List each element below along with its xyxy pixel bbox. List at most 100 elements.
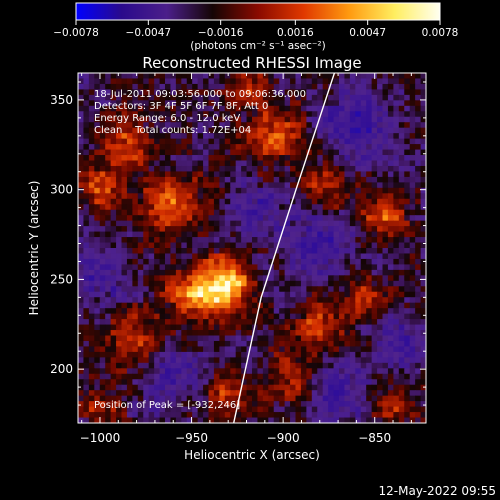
heatmap-cell xyxy=(382,83,389,91)
heatmap-cell xyxy=(339,313,346,320)
heatmap-cell xyxy=(311,89,318,96)
heatmap-cell xyxy=(398,149,405,156)
heatmap-cell xyxy=(387,264,394,271)
heatmap-cell xyxy=(175,215,182,222)
heatmap-cell xyxy=(339,368,346,375)
heatmap-cell xyxy=(339,379,346,386)
heatmap-cell xyxy=(186,242,193,249)
heatmap-cell xyxy=(415,116,422,123)
heatmap-cell xyxy=(148,368,155,375)
heatmap-cell xyxy=(279,182,286,189)
heatmap-cell xyxy=(230,324,237,331)
heatmap-cell xyxy=(88,176,95,183)
heatmap-cell xyxy=(371,346,378,353)
heatmap-cell xyxy=(235,275,242,282)
heatmap-cell xyxy=(192,357,199,364)
heatmap-cell xyxy=(148,182,155,189)
heatmap-cell xyxy=(94,291,101,298)
heatmap-cell xyxy=(126,297,133,304)
heatmap-cell xyxy=(295,275,302,282)
heatmap-cell xyxy=(409,89,416,96)
heatmap-cell xyxy=(143,78,150,85)
heatmap-cell xyxy=(78,160,85,167)
heatmap-cell xyxy=(88,220,95,227)
heatmap-cell xyxy=(192,330,199,337)
heatmap-cell xyxy=(317,417,324,423)
heatmap-cell xyxy=(262,313,269,320)
heatmap-cell xyxy=(186,269,193,276)
heatmap-cell xyxy=(241,237,248,244)
heatmap-cell xyxy=(121,308,128,315)
heatmap-cell xyxy=(409,133,416,140)
heatmap-cell xyxy=(154,242,161,249)
heatmap-cell xyxy=(224,291,231,298)
heatmap-cell xyxy=(148,111,155,118)
heatmap-cell xyxy=(328,100,335,107)
heatmap-cell xyxy=(257,182,264,189)
heatmap-cell xyxy=(262,182,269,189)
heatmap-cell xyxy=(148,351,155,358)
heatmap-cell xyxy=(126,138,133,145)
heatmap-cell xyxy=(126,242,133,249)
heatmap-cell xyxy=(328,395,335,402)
heatmap-cell xyxy=(186,275,193,282)
heatmap-cell xyxy=(279,291,286,298)
heatmap-cell xyxy=(165,264,172,271)
heatmap-cell xyxy=(409,144,416,151)
heatmap-cell xyxy=(241,155,248,162)
heatmap-cell xyxy=(262,340,269,348)
heatmap-cell xyxy=(366,100,373,107)
heatmap-cell xyxy=(398,100,405,107)
heatmap-cell xyxy=(262,165,269,173)
heatmap-cell xyxy=(317,313,324,320)
heatmap-cell xyxy=(333,401,340,408)
heatmap-cell xyxy=(393,220,400,227)
heatmap-cell xyxy=(382,275,389,282)
heatmap-cell xyxy=(175,280,182,287)
heatmap-cell xyxy=(311,373,318,380)
heatmap-cell xyxy=(311,264,318,271)
heatmap-cell xyxy=(110,111,117,118)
heatmap-cell xyxy=(279,231,286,238)
heatmap-cell xyxy=(387,335,394,342)
heatmap-cell xyxy=(339,193,346,200)
heatmap-cell xyxy=(175,127,182,134)
heatmap-cell xyxy=(88,330,95,337)
heatmap-cell xyxy=(415,105,422,112)
heatmap-cell xyxy=(398,248,405,255)
heatmap-cell xyxy=(143,209,150,216)
heatmap-cell xyxy=(344,242,351,249)
heatmap-cell xyxy=(126,390,133,397)
heatmap-cell xyxy=(311,231,318,238)
heatmap-cell xyxy=(94,182,101,189)
heatmap-cell xyxy=(387,242,394,249)
heatmap-cell xyxy=(290,275,297,282)
heatmap-cell xyxy=(415,351,422,358)
heatmap-cell xyxy=(197,155,204,162)
heatmap-cell xyxy=(219,209,226,216)
heatmap-cell xyxy=(360,198,367,205)
heatmap-cell xyxy=(137,176,144,183)
heatmap-cell xyxy=(148,198,155,205)
heatmap-cell xyxy=(393,253,400,260)
heatmap-cell xyxy=(208,335,215,342)
heatmap-cell xyxy=(377,176,384,183)
heatmap-cell xyxy=(371,100,378,107)
heatmap-cell xyxy=(224,187,231,194)
heatmap-cell xyxy=(99,297,106,304)
heatmap-cell xyxy=(420,160,426,167)
heatmap-cell xyxy=(208,373,215,380)
heatmap-cell xyxy=(344,248,351,255)
heatmap-cell xyxy=(88,204,95,211)
heatmap-cell xyxy=(143,401,150,408)
heatmap-cell xyxy=(355,275,362,282)
heatmap-cell xyxy=(110,220,117,227)
heatmap-cell xyxy=(404,264,411,271)
heatmap-cell xyxy=(377,362,384,369)
heatmap-cell xyxy=(252,111,259,118)
heatmap-cell xyxy=(186,171,193,178)
heatmap-cell xyxy=(377,204,384,211)
heatmap-cell xyxy=(409,215,416,222)
heatmap-cell xyxy=(197,100,204,107)
heatmap-cell xyxy=(99,340,106,348)
